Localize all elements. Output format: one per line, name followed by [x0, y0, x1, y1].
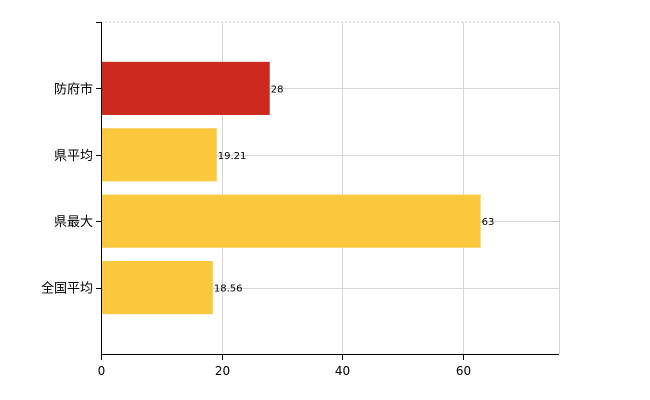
x-tick-label-3: 60: [456, 364, 471, 378]
category-label-3: 全国平均: [41, 281, 93, 297]
bar-2: [101, 194, 481, 248]
data-label-2: 63: [482, 217, 495, 228]
category-label-2: 県最大: [54, 215, 93, 230]
x-tick-label-1: 20: [215, 364, 230, 378]
data-label-1: 19.21: [218, 151, 247, 162]
bar-1: [101, 128, 217, 182]
category-label-1: 県平均: [54, 149, 93, 164]
bars: [101, 61, 481, 315]
data-label-3: 18.56: [214, 284, 243, 295]
axes: [96, 22, 559, 360]
bar-3: [101, 261, 213, 315]
labels: 28 防府市 19.21 県平均 63 県最大 18.56 全国平均 0 20 40 60: [41, 81, 494, 378]
data-label-0: 28: [271, 84, 284, 95]
x-tick-label-0: 0: [98, 364, 106, 378]
bar-0: [101, 61, 270, 115]
category-label-0: 防府市: [54, 81, 93, 97]
x-tick-label-2: 40: [335, 364, 350, 378]
